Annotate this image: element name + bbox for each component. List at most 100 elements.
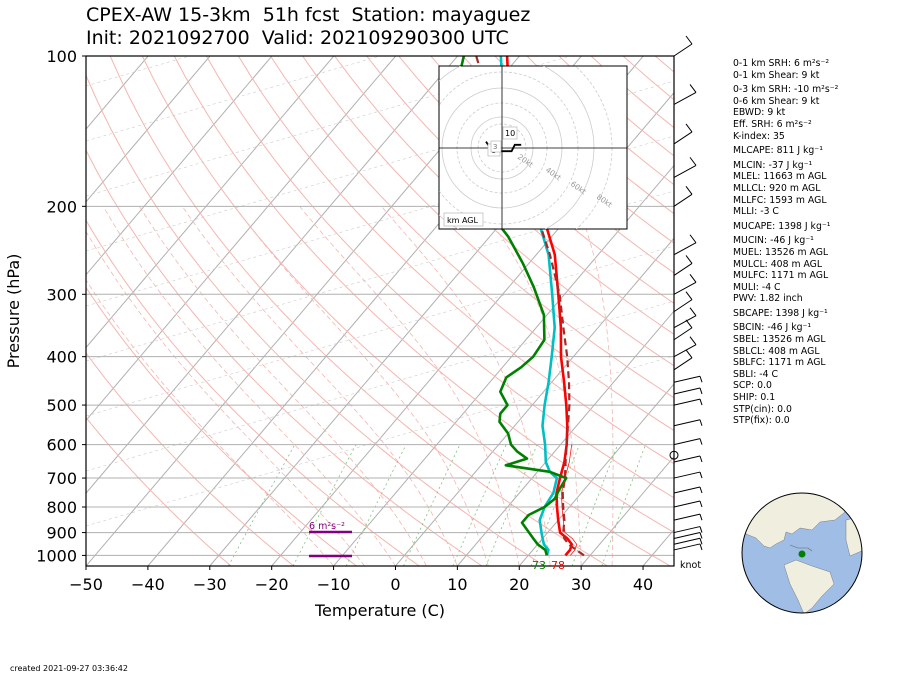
- index-row: MLCIN: -37 J kg⁻¹: [733, 159, 813, 171]
- wind-barb-flag: [689, 84, 697, 93]
- isotherm: [86, 56, 335, 349]
- wind-barb-flag: [689, 307, 697, 317]
- mixing-ratio-line: [530, 444, 580, 566]
- wind-barb-flag: [689, 336, 697, 345]
- x-tick-label: 30: [571, 575, 591, 594]
- index-row: STP(fix): 0.0: [733, 415, 790, 427]
- isotherm: [86, 56, 273, 276]
- index-row: SBLFC: 1171 m AGL: [733, 357, 826, 369]
- wind-barb-flag: [699, 387, 703, 395]
- y-tick-label: 100: [46, 47, 77, 66]
- isotherm: [395, 237, 674, 566]
- wind-barb-flag: [699, 398, 703, 406]
- moist-adiabat: [380, 206, 551, 566]
- isotherm: [86, 56, 211, 203]
- wind-barb: [673, 543, 701, 551]
- index-row: SBEL: 13526 m AGL: [733, 334, 826, 346]
- isotherm: [86, 56, 458, 494]
- wind-barb-flag: [699, 532, 703, 539]
- indices-panel: 0-1 km SRH: 6 m²s⁻² 0-1 km Shear: 9 kt 0-3…: [733, 58, 838, 427]
- wind-barb: [673, 164, 697, 178]
- wind-barb-flag: [699, 438, 703, 445]
- dry-adiabat: [86, 352, 295, 566]
- dry-adiabat: [237, 56, 674, 465]
- index-row: STP(cin): 0.0: [733, 403, 792, 415]
- reference-line: [86, 300, 674, 472]
- reference-line: [86, 355, 674, 527]
- dry-adiabat: [86, 149, 483, 566]
- index-row: PWV: 1.82 inch: [733, 293, 803, 305]
- plot-frame: [85, 55, 675, 567]
- y-tick-label: 700: [46, 469, 77, 488]
- isotherm: [456, 310, 674, 566]
- wind-barb: [673, 131, 693, 145]
- mixing-ratio-line: [485, 444, 538, 566]
- index-row: MULI: -4 C: [733, 281, 781, 293]
- south-america: [783, 559, 835, 613]
- dry-adiabat: [205, 56, 674, 499]
- index-row: MUCAPE: 1398 J kg⁻¹: [733, 220, 831, 232]
- wind-barb: [673, 537, 701, 545]
- y-tick-label: 900: [46, 524, 77, 543]
- wind-barb: [673, 357, 693, 371]
- wind-barbs: [669, 35, 703, 551]
- isotherm: [86, 56, 397, 422]
- mixing-ratio-line: [571, 444, 619, 566]
- wind-barb-flag: [685, 35, 693, 45]
- index-row: SHIP: 0.1: [733, 392, 776, 404]
- dry-adiabat: [173, 56, 674, 534]
- calm-wind-marker: [669, 450, 679, 460]
- index-row: MULCL: 408 m AGL: [733, 258, 823, 270]
- wind-barb: [673, 375, 701, 383]
- dry-adiabat: [398, 56, 674, 305]
- surface-dewpoint-label: 73: [532, 559, 546, 572]
- hodograph-corner-label: km AGL: [447, 216, 479, 225]
- moist-adiabat: [102, 206, 396, 566]
- wind-barb: [673, 193, 693, 207]
- wind-barb-flag: [685, 123, 693, 133]
- index-row: 0-1 km SRH: 6 m²s⁻²: [733, 58, 830, 69]
- wind-barb: [673, 398, 701, 406]
- wind-barb: [673, 43, 693, 57]
- dry-adiabat: [86, 219, 420, 566]
- wind-barb-flag: [699, 376, 703, 383]
- mixing-ratio-line: [345, 444, 407, 566]
- wind-barb-flag: [689, 157, 697, 166]
- wind-barb: [673, 455, 701, 463]
- dry-adiabat: [334, 56, 674, 367]
- hodograph-label-box: [502, 126, 518, 140]
- wind-barb-flag: [685, 349, 693, 359]
- wind-barb: [673, 419, 701, 427]
- hodograph-height-label: 3: [493, 143, 497, 151]
- hodograph-inset: 20kt 40kt 60kt 80kt 10 6 3 km AGL: [438, 65, 628, 230]
- index-row: SBCIN: -46 J kg⁻¹: [733, 322, 812, 334]
- mixing-ratio-line: [452, 444, 507, 566]
- index-row: MLEL: 11663 m AGL: [733, 171, 827, 183]
- location-globe: [741, 492, 863, 614]
- wind-barb: [673, 532, 701, 539]
- hodograph-corner-box: [443, 212, 484, 227]
- moist-adiabat: [86, 279, 334, 566]
- index-row: MUEL: 13526 m AGL: [733, 246, 829, 258]
- moist-adiabat: [577, 206, 614, 566]
- isotherm: [580, 456, 674, 566]
- wind-barb: [673, 91, 697, 105]
- x-tick-label: −50: [69, 575, 103, 594]
- wind-barb: [673, 471, 701, 479]
- hodograph-height-label: 10: [505, 129, 515, 138]
- index-row: MUCIN: -46 J kg⁻¹: [733, 235, 814, 247]
- index-row: 0-1 km Shear: 9 kt: [733, 69, 820, 81]
- index-row: 0-6 km Shear: 9 kt: [733, 95, 820, 107]
- y-tick-label: 500: [46, 396, 77, 415]
- station-marker: [798, 550, 806, 558]
- wind-barb: [673, 500, 701, 508]
- mixing-ratio-line: [292, 444, 357, 566]
- wind-barb-flag: [685, 186, 693, 195]
- moist-adiabat: [139, 206, 427, 566]
- wind-barb: [673, 344, 697, 358]
- y-tick-label: 1000: [36, 546, 77, 565]
- y-tick-label: 200: [46, 197, 77, 216]
- index-row: MLLCL: 920 m AGL: [733, 182, 821, 194]
- wind-barb: [673, 281, 697, 295]
